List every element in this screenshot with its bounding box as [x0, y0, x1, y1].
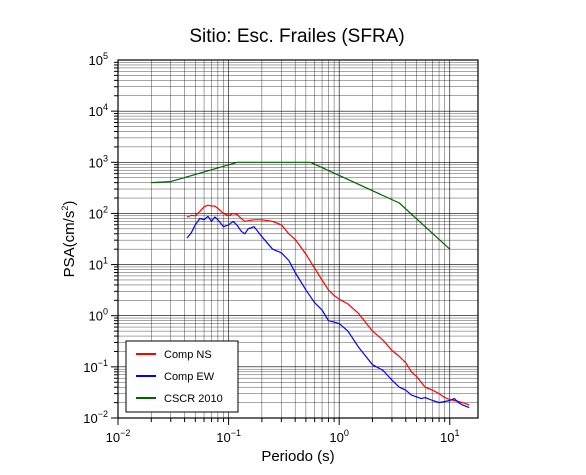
plot-frame — [117, 59, 479, 419]
series-layer — [151, 161, 470, 409]
x-axis: 10−2 10−1 100 101 — [106, 418, 460, 445]
series-line-1 — [186, 215, 470, 409]
x-axis-label: Periodo (s) — [261, 448, 334, 465]
series-line-2 — [151, 161, 451, 250]
x-tick-label: 10−2 — [106, 428, 131, 445]
y-tick-label: 10−2 — [83, 409, 108, 426]
x-tick-label: 100 — [329, 428, 348, 445]
y-tick-label: 101 — [89, 256, 108, 273]
y-axis-label: PSA(cm/s2) — [60, 201, 78, 278]
chart-title: Sitio: Esc. Frailes (SFRA) — [189, 26, 404, 47]
y-axis: 10−2 10−1 100 101 102 103 104 105 — [83, 51, 118, 426]
x-tick-label: 10−1 — [216, 428, 241, 445]
y-tick-label: 105 — [89, 51, 108, 68]
y-axis-label-main: PSA(cm/s — [61, 211, 78, 278]
y-tick-label: 102 — [89, 204, 108, 221]
legend-label: CSCR 2010 — [164, 393, 223, 405]
legend-label: Comp EW — [164, 371, 215, 383]
y-tick-label: 103 — [89, 153, 108, 170]
series-line-0 — [186, 204, 470, 406]
y-tick-label: 104 — [89, 102, 108, 119]
y-axis-label-sup: 2 — [60, 206, 70, 211]
y-tick-label: 100 — [89, 307, 108, 324]
y-axis-label-close: ) — [61, 201, 78, 206]
legend-box — [125, 340, 239, 413]
x-tick-label: 101 — [440, 428, 459, 445]
legend: Comp NS Comp EW CSCR 2010 — [125, 340, 239, 413]
y-tick-label: 10−1 — [83, 358, 108, 375]
legend-label: Comp NS — [164, 349, 212, 361]
